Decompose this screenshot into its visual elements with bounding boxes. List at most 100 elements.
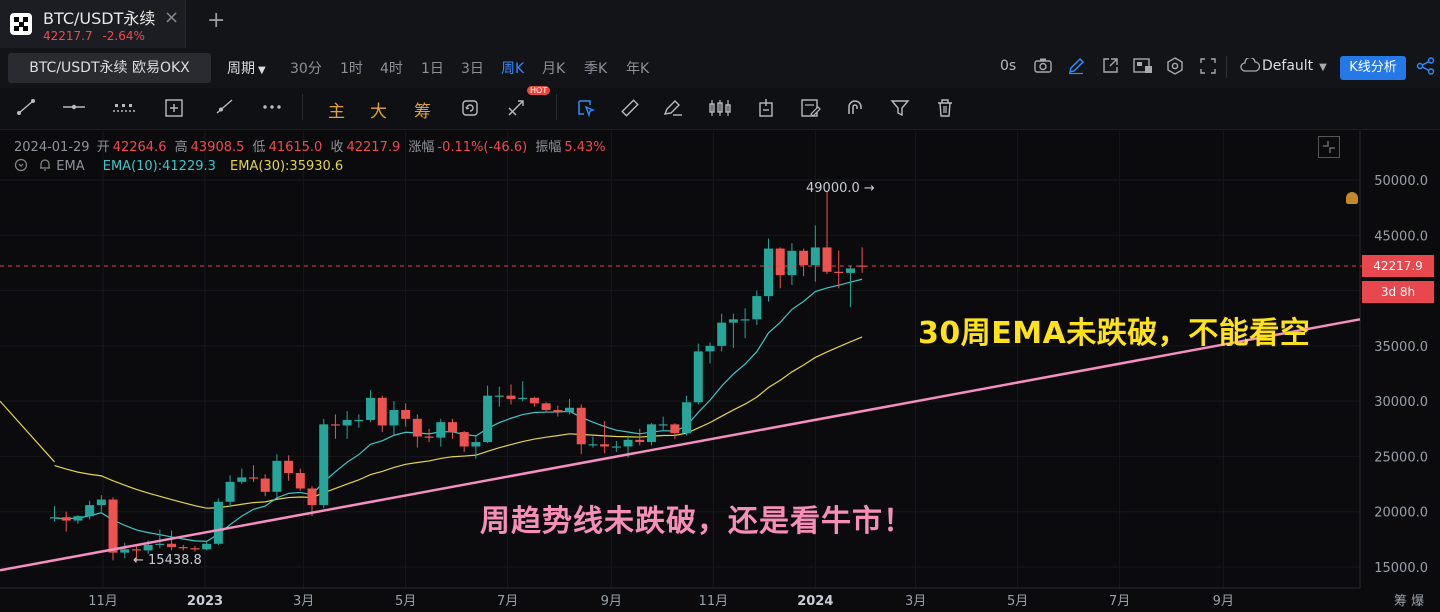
timeframe-quarter[interactable]: 季K — [584, 61, 608, 77]
tab-btc-usdt-perp[interactable]: BTC/USDT永续 42217.7 -2.64% × — [0, 0, 186, 48]
timeframe-1d[interactable]: 1日 — [421, 61, 444, 77]
candle-body — [155, 543, 165, 545]
symbol-selector[interactable]: BTC/USDT永续 欧易OKX — [8, 53, 211, 83]
collapse-icon[interactable] — [1318, 136, 1340, 158]
tab-change: -2.64% — [102, 29, 145, 43]
magnet-icon[interactable] — [845, 98, 865, 122]
candle-body — [237, 477, 247, 482]
horizontal-line-tool-icon[interactable] — [62, 98, 86, 120]
candle-body — [73, 516, 83, 521]
price-alert-icon[interactable] — [1346, 192, 1358, 204]
kline-analysis-button[interactable]: K线分析 — [1340, 56, 1406, 80]
more-tools-icon[interactable] — [262, 98, 282, 120]
candle-body — [752, 296, 762, 320]
open-value: 42264.6 — [112, 140, 167, 155]
note-icon[interactable] — [800, 98, 822, 122]
pen-icon[interactable] — [1067, 57, 1085, 79]
tab-bar: BTC/USDT永续 42217.7 -2.64% × + — [0, 0, 1440, 48]
timeframe-4h[interactable]: 4时 — [380, 61, 403, 77]
fullscreen-icon[interactable] — [1199, 57, 1217, 79]
candle-body — [143, 544, 153, 551]
candle-body — [646, 424, 656, 443]
chips-button[interactable]: 筹 — [414, 102, 431, 122]
chevron-down-icon: ▼ — [1319, 62, 1327, 73]
brush-icon[interactable] — [662, 98, 684, 122]
y-tick-label: 20000.0 — [1374, 506, 1428, 521]
main-indicator-button[interactable]: 主 — [328, 102, 345, 122]
alert-bell-icon[interactable] — [38, 158, 52, 172]
candle-body — [565, 407, 575, 413]
low-marker-value: 15438.8 — [148, 553, 202, 568]
position-icon[interactable] — [757, 98, 775, 122]
low-value: 41615.0 — [268, 140, 323, 155]
settings-icon[interactable] — [1166, 57, 1184, 79]
candle-body — [401, 409, 411, 419]
timeframe-1mo[interactable]: 月K — [542, 61, 566, 77]
candles-icon[interactable] — [708, 98, 732, 122]
add-tab-button[interactable]: + — [207, 8, 226, 33]
candle-body — [190, 548, 200, 550]
share-icon[interactable] — [1416, 57, 1436, 79]
select-tool-icon[interactable] — [576, 98, 596, 122]
change-value: -0.11%(-46.6) — [437, 140, 528, 155]
candle-body — [845, 268, 855, 273]
filter-icon[interactable] — [890, 98, 910, 122]
candle-body — [635, 439, 645, 443]
high-marker: 49000.0 → — [806, 181, 875, 196]
period-dropdown[interactable]: 周期 ▼ — [227, 58, 266, 78]
candle-body — [248, 477, 258, 479]
timeframe-1w[interactable]: 周K — [501, 61, 525, 77]
indicator-legend: EMA EMA(10):41229.3 EMA(30):35930.6 — [14, 158, 343, 174]
candle-body — [810, 247, 820, 266]
large-order-button[interactable]: 大 — [370, 102, 387, 122]
timeframe-3d[interactable]: 3日 — [461, 61, 484, 77]
candle-body — [787, 250, 797, 276]
candle-body — [834, 271, 844, 273]
x-tick-label: 3月 — [293, 594, 314, 609]
candle-body — [600, 444, 610, 447]
candle-body — [717, 322, 727, 346]
delete-icon[interactable] — [935, 98, 955, 122]
candle-body — [50, 517, 60, 519]
timeframe-year[interactable]: 年K — [626, 61, 650, 77]
camera-icon[interactable] — [1034, 57, 1052, 77]
countdown-toggle[interactable]: 0s — [1000, 58, 1017, 74]
close-label: 收 — [330, 140, 344, 155]
change-label: 涨幅 — [408, 140, 435, 155]
x-tick-label: 9月 — [1213, 594, 1234, 609]
last-price-tag: 42217.9 — [1362, 255, 1434, 277]
strategy-icon[interactable] — [506, 98, 528, 122]
ray-tool-icon[interactable] — [214, 98, 234, 120]
timeframe-30m[interactable]: 30分 — [290, 61, 322, 77]
chart-area[interactable] — [0, 131, 1440, 612]
candle-body — [529, 397, 539, 404]
trendline-tool-icon[interactable] — [16, 98, 36, 120]
indicator-toggle-icon[interactable] — [14, 158, 28, 172]
x-tick-label: 9月 — [601, 594, 622, 609]
popout-icon[interactable] — [1101, 57, 1119, 79]
y-tick-label: 30000.0 — [1374, 395, 1428, 410]
parallel-channel-tool-icon[interactable] — [112, 98, 136, 120]
candlestick-chart[interactable]: 50000.045000.040000.035000.030000.025000… — [0, 131, 1440, 612]
axis-corner-label: 筹 爆 — [1394, 593, 1424, 609]
candle-body — [366, 397, 376, 420]
replay-icon[interactable] — [460, 98, 482, 122]
timeframe-1h[interactable]: 1时 — [340, 61, 363, 77]
crosshair-box-tool-icon[interactable] — [164, 98, 184, 122]
layout-dropdown[interactable]: Default ▼ — [1240, 56, 1327, 74]
ema10-value: EMA(10):41229.3 — [102, 159, 216, 174]
candle-body — [389, 409, 399, 426]
indicator-name: EMA — [56, 159, 85, 174]
candle-body — [506, 395, 516, 399]
ruler-icon[interactable] — [620, 98, 640, 122]
open-label: 开 — [96, 140, 110, 155]
template-icon[interactable] — [1133, 57, 1153, 79]
candle-body — [705, 345, 715, 352]
candle-body — [225, 481, 235, 502]
cloud-icon — [1240, 56, 1261, 72]
candle-body — [330, 424, 340, 426]
candle-body — [260, 478, 270, 492]
tab-close-button[interactable]: × — [164, 7, 180, 28]
candle-body — [213, 501, 223, 544]
y-tick-label: 15000.0 — [1374, 561, 1428, 576]
